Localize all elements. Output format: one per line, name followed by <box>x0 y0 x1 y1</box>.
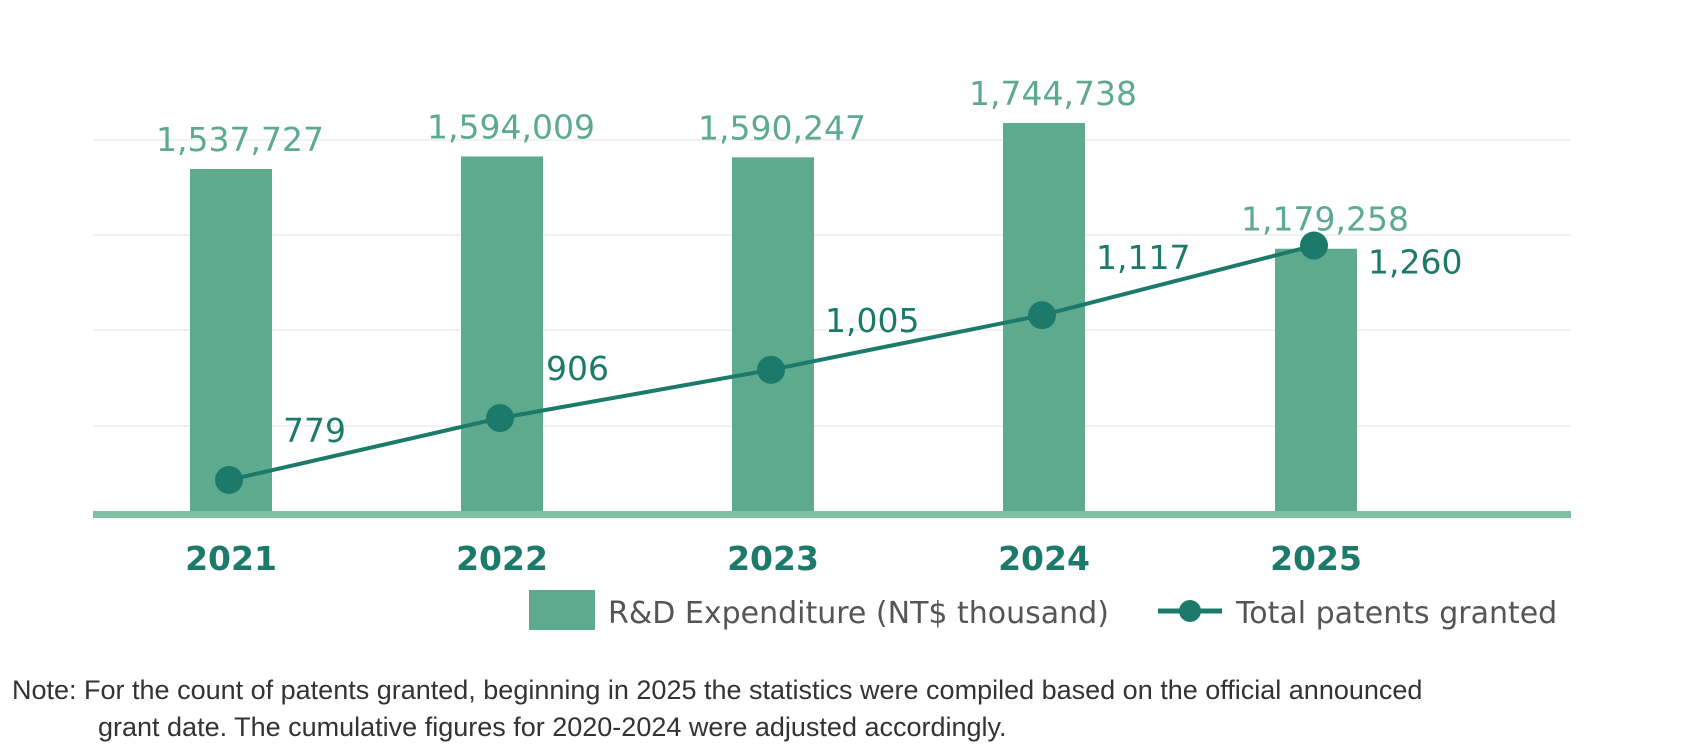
legend-bar-label: R&D Expenditure (NT$ thousand) <box>608 596 1109 631</box>
bar-value-label-2023: 1,590,247 <box>698 108 866 147</box>
patents-value-label-2025: 1,260 <box>1368 243 1462 282</box>
bar-2025 <box>1275 248 1357 512</box>
x-tick-label-2022: 2022 <box>456 539 548 578</box>
x-tick-label-2023: 2023 <box>727 539 819 578</box>
x-axis-baseline <box>93 511 1571 518</box>
patents-value-label-2024: 1,117 <box>1096 238 1190 277</box>
patents-value-label-2023: 1,005 <box>825 301 919 340</box>
patents-point-2025 <box>1300 231 1328 260</box>
x-tick-label-2025: 2025 <box>1270 539 1362 578</box>
legend-line-marker <box>1179 600 1201 622</box>
bar-2023 <box>732 157 814 512</box>
patents-point-2024 <box>1028 301 1056 330</box>
bar-value-label-2024: 1,744,738 <box>969 74 1137 113</box>
patents-value-label-2022: 906 <box>546 349 609 388</box>
note-line-2: grant date. The cumulative figures for 2… <box>98 712 1007 742</box>
bar-value-label-2021: 1,537,727 <box>156 120 324 159</box>
patents-point-2023 <box>757 355 785 384</box>
x-tick-label-2021: 2021 <box>185 539 277 578</box>
legend-bar-swatch <box>529 590 595 630</box>
patents-point-2021 <box>215 466 243 494</box>
note-line-1: Note: For the count of patents granted, … <box>12 675 1423 705</box>
patents-point-2022 <box>486 404 514 433</box>
bar-value-label-2025: 1,179,258 <box>1241 200 1409 239</box>
bar-value-label-2022: 1,594,009 <box>427 107 595 146</box>
chart: 1,537,727 1,594,009 1,590,247 1,744,738 1,17… <box>93 74 1571 631</box>
chart-note: Note: For the count of patents granted, … <box>12 672 1697 746</box>
patents-value-label-2021: 779 <box>283 411 346 450</box>
legend-line-label: Total patents granted <box>1235 596 1557 631</box>
bar-2021 <box>190 169 272 511</box>
bar-2022 <box>461 156 543 511</box>
x-tick-label-2024: 2024 <box>998 539 1090 578</box>
